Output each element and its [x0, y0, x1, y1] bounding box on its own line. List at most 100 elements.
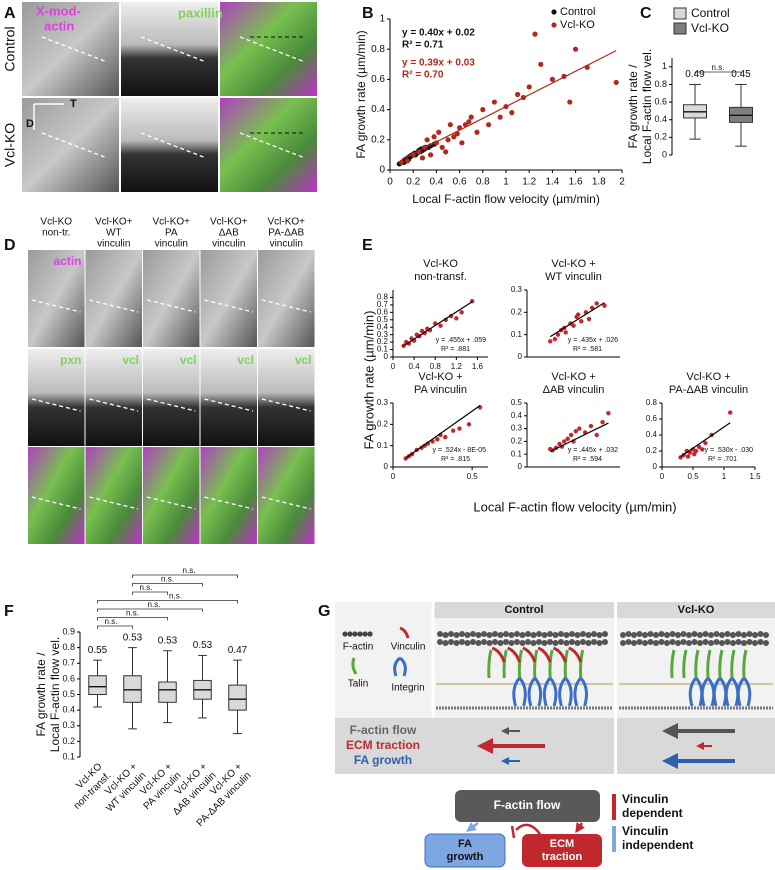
- f-actin-bead: [519, 640, 526, 646]
- kymograph-image: [85, 349, 142, 446]
- plot-title: PA-ΔAB vinculin: [669, 384, 748, 396]
- column-header: Vcl-KO+: [152, 217, 190, 228]
- f-actin-bead: [746, 631, 753, 637]
- f-actin-bead: [713, 631, 720, 637]
- f-actin-bead: [642, 632, 648, 638]
- y-tick-label: 0: [384, 462, 389, 471]
- talin: [706, 649, 712, 679]
- flow-box: [455, 790, 600, 822]
- fit-r2: R² = 0.71: [402, 40, 444, 51]
- dashed-guide: [31, 496, 81, 510]
- data-point: [606, 411, 611, 416]
- f-actin-bead: [620, 632, 626, 638]
- row-label: Vcl-KO: [2, 123, 18, 167]
- f-actin-bead: [442, 640, 449, 646]
- y-tick-label: 0.1: [377, 345, 389, 354]
- talin: [730, 649, 736, 679]
- f-actin-bead: [453, 632, 460, 638]
- y-tick-label: 0.8: [371, 44, 385, 55]
- legend-label: Talin: [348, 679, 369, 690]
- talin: [718, 649, 724, 679]
- panel-letter: E: [362, 237, 373, 254]
- fit-r2: R² = .594: [573, 456, 602, 463]
- data-point: [404, 158, 410, 164]
- data-point: [600, 420, 605, 425]
- median-label: 0.53: [193, 640, 213, 651]
- talin: [694, 649, 700, 679]
- flow-box: [424, 833, 506, 868]
- fit-line: [549, 302, 605, 338]
- f-actin-bead: [486, 640, 493, 646]
- y-tick-label: 0.8: [654, 79, 667, 89]
- kymograph-image: [143, 250, 200, 347]
- f-actin-bead: [530, 640, 537, 646]
- y-tick-label: 0.6: [377, 307, 389, 316]
- f-actin-bead: [686, 632, 692, 638]
- f-actin-bead: [719, 640, 725, 646]
- f-actin-bead: [653, 640, 659, 646]
- data-point: [613, 79, 619, 86]
- dashed-guide: [261, 398, 311, 412]
- channel-label: actin: [44, 18, 74, 33]
- f-actin-bead: [724, 631, 731, 637]
- y-tick-label: 0.1: [377, 441, 389, 450]
- y-tick-label: 0.2: [511, 307, 523, 316]
- x-tick-label: 0: [391, 472, 396, 481]
- comparison-label: n.s.: [161, 575, 174, 584]
- panel-letter: G: [318, 603, 330, 620]
- data-point: [486, 122, 492, 128]
- f-actin-bead: [746, 639, 753, 645]
- f-actin-bead: [675, 640, 681, 646]
- fit-r2: R² = .881: [441, 346, 470, 353]
- data-point: [579, 319, 584, 324]
- f-actin-bead: [664, 632, 670, 638]
- data-point: [594, 432, 599, 438]
- y-tick-label: 0.2: [371, 134, 385, 145]
- flow-legend-label: Vinculin: [622, 824, 668, 838]
- y-tick-label: 0.4: [371, 104, 385, 115]
- comparison-label: n.s.: [148, 600, 161, 609]
- f-actin-bead: [536, 639, 542, 645]
- x-tick-label: 0.8: [476, 177, 490, 188]
- kymograph-image: [28, 349, 85, 446]
- y-axis-label: Local F-actin flow vel.: [640, 49, 654, 164]
- dashed-guide: [146, 299, 196, 313]
- y-tick-label: 0: [518, 462, 523, 471]
- y-axis-label: FA growth rate (µm/min): [361, 311, 376, 450]
- integrin: [542, 676, 558, 707]
- plot-title: Vcl-KO +: [551, 371, 595, 383]
- data-point: [594, 301, 599, 306]
- data-point: [451, 134, 457, 140]
- column-header: ΔAB: [219, 228, 239, 239]
- kymograph-image: [85, 447, 142, 544]
- x-tick-label: 1.6: [569, 177, 583, 188]
- x-tick-label: 1.8: [592, 177, 606, 188]
- dashed-guide: [41, 36, 108, 63]
- data-point: [577, 426, 582, 431]
- legend-label: Control: [691, 6, 730, 20]
- data-point: [428, 152, 434, 158]
- channel-label: paxillin: [178, 5, 223, 20]
- x-tick-label: 0.4: [429, 177, 443, 188]
- dashed-guide: [239, 132, 306, 159]
- kymograph-image: [121, 2, 218, 96]
- y-tick-label: 0: [662, 149, 667, 159]
- data-point: [588, 423, 594, 429]
- f-actin-bead: [647, 639, 654, 645]
- flow-legend-label: dependent: [622, 806, 683, 820]
- data-point: [447, 122, 453, 128]
- data-point: [555, 332, 561, 337]
- dashed-guide: [204, 496, 254, 510]
- axis-letter: T: [70, 98, 77, 110]
- plot-title: Vcl-KO: [423, 258, 458, 270]
- data-point: [563, 330, 568, 335]
- f-actin-bead: [658, 631, 665, 637]
- data-point: [466, 119, 472, 125]
- legend-label: Control: [560, 6, 595, 18]
- f-actin-bead: [580, 639, 586, 645]
- comparison-label: n.s.: [712, 63, 725, 72]
- f-actin-bead: [470, 631, 476, 637]
- kymograph-image: [258, 250, 315, 347]
- f-actin-bead: [437, 639, 443, 645]
- box: [88, 675, 107, 695]
